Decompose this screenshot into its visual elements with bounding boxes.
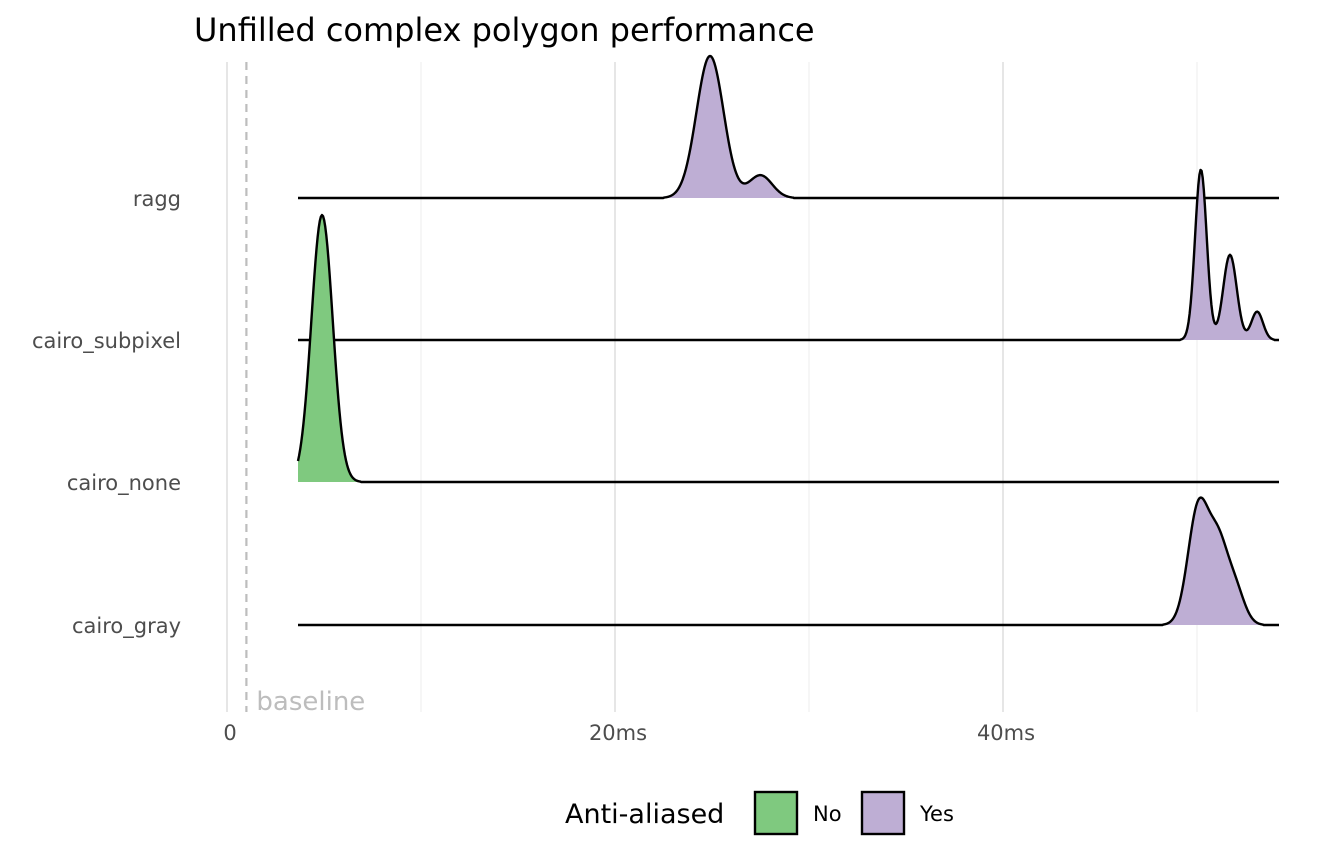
baseline-marker: baseline xyxy=(245,62,365,717)
x-tick-label: 20ms xyxy=(589,721,647,745)
ridge-fill-ragg xyxy=(298,56,1279,198)
y-axis-labels: cairo_gray cairo_none cairo_subpixel ragg xyxy=(32,187,181,639)
y-tick-label: cairo_gray xyxy=(72,614,181,639)
legend-label: Yes xyxy=(919,802,954,826)
y-tick-label: ragg xyxy=(133,187,181,211)
ridge-cairo_none xyxy=(296,213,1280,484)
legend: Anti-aliased No Yes xyxy=(565,790,954,836)
grid-lines xyxy=(226,62,1198,712)
legend-label: No xyxy=(813,802,842,826)
legend-key xyxy=(860,790,906,836)
legend-item-no: No xyxy=(753,790,842,836)
chart-title: Unfilled complex polygon performance xyxy=(194,11,815,49)
legend-item-yes: Yes xyxy=(860,790,954,836)
ridge-ragg xyxy=(297,54,1280,200)
ridge-fill-cairo_subpixel xyxy=(298,169,1279,340)
ridge-fill-cairo_none xyxy=(298,215,1279,483)
ridge-cairo_subpixel xyxy=(297,168,1280,342)
y-tick-label: cairo_none xyxy=(67,471,181,496)
ridge-outline-cairo_gray xyxy=(297,496,1280,627)
legend-key xyxy=(753,790,799,836)
x-tick-label: 0 xyxy=(223,721,236,745)
ridge-cairo_gray xyxy=(297,496,1280,627)
x-tick-label: 40ms xyxy=(977,721,1035,745)
ridge-fill-cairo_gray xyxy=(298,497,1279,625)
y-tick-label: cairo_subpixel xyxy=(32,329,181,354)
ridge-outline-cairo_none xyxy=(296,213,1280,484)
baseline-label: baseline xyxy=(256,687,365,717)
legend-title: Anti-aliased xyxy=(565,799,724,830)
density-ridges xyxy=(296,54,1280,627)
x-axis-labels: 0 20ms 40ms xyxy=(223,721,1035,745)
ridge-outline-ragg xyxy=(297,54,1280,200)
ridge-outline-cairo_subpixel xyxy=(297,168,1280,342)
